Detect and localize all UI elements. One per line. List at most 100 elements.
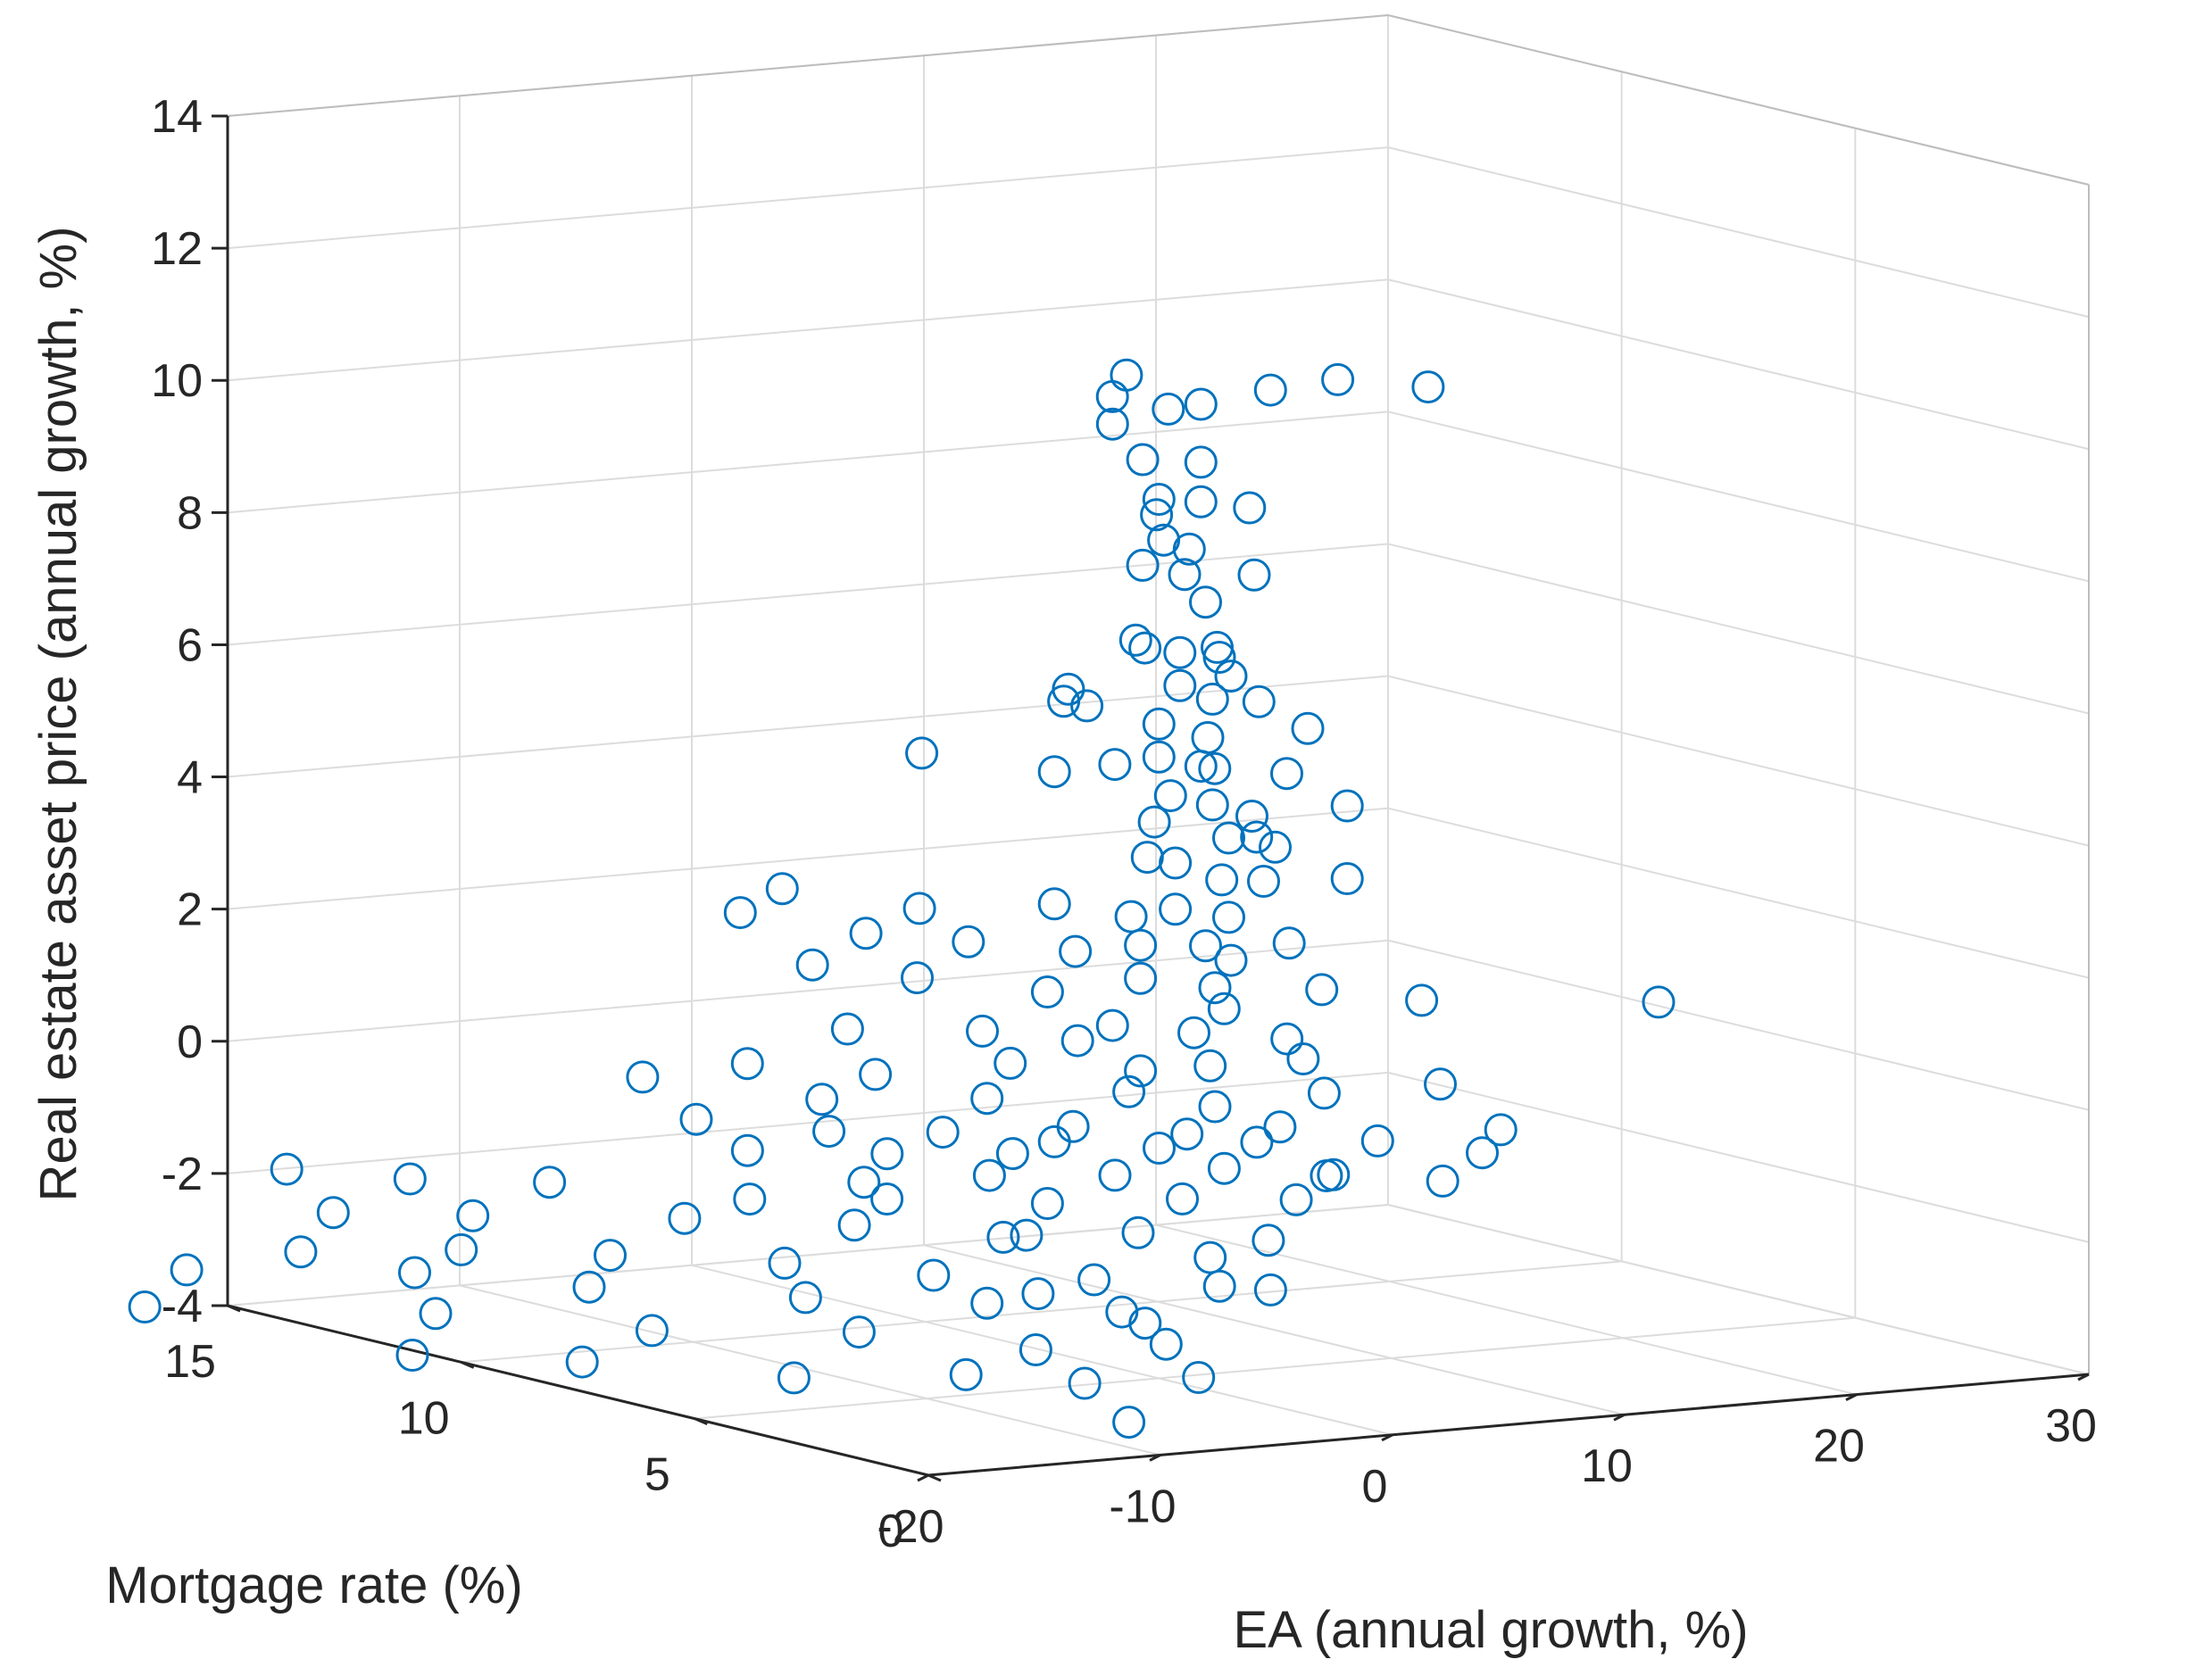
data-point [1247, 865, 1280, 898]
data-point [1214, 943, 1248, 977]
grid-line [1387, 411, 2090, 583]
data-point [842, 1315, 876, 1349]
data-point [1424, 1067, 1457, 1101]
data-point [398, 1256, 431, 1290]
data-point [1128, 631, 1162, 665]
data-point [1118, 623, 1152, 657]
x-tick-label: -10 [1109, 1481, 1176, 1532]
data-point [1279, 1182, 1313, 1216]
grid-line [227, 543, 1389, 646]
data-point [1021, 1277, 1055, 1311]
data-point [419, 1297, 453, 1331]
data-point [1163, 668, 1197, 702]
data-point [1270, 757, 1303, 791]
data-point [995, 1137, 1029, 1171]
z-tick-label: 10 [151, 355, 203, 407]
data-point [1068, 1366, 1102, 1400]
data-point [1426, 1164, 1459, 1198]
axis-layer [212, 14, 2090, 1482]
data-point [949, 1357, 983, 1391]
box-edge [227, 14, 1389, 117]
data-point [1130, 841, 1164, 875]
z-tick-label: 4 [177, 752, 203, 804]
data-point [1253, 373, 1287, 407]
grid-line [1155, 1224, 1858, 1396]
data-point [777, 1361, 811, 1395]
data-point [1360, 1124, 1394, 1157]
data-point [1142, 483, 1176, 516]
data-point [1172, 532, 1206, 566]
grid-line [694, 1316, 1856, 1420]
data-point [1098, 748, 1132, 782]
data-point [1193, 1049, 1227, 1083]
data-point [1112, 1074, 1146, 1108]
x-tick-mark [1845, 1393, 1858, 1401]
data-point [847, 1166, 881, 1199]
grid-line [227, 1204, 1389, 1307]
x-tick-label: 30 [2045, 1400, 2097, 1452]
data-point [668, 1201, 702, 1235]
x-tick-mark [1381, 1433, 1393, 1442]
data-point [970, 1286, 1004, 1320]
x-axis-label: EA (annual growth, %) [1233, 1601, 1748, 1659]
data-point [1170, 1117, 1204, 1151]
data-point [1405, 983, 1439, 1017]
data-point [1195, 788, 1229, 822]
data-point [926, 1116, 960, 1149]
data-points [128, 358, 1676, 1440]
data-point [1466, 1136, 1499, 1170]
data-point [316, 1196, 350, 1230]
data-point [1163, 635, 1197, 669]
data-point [730, 1133, 764, 1167]
grid-line [227, 1071, 1389, 1174]
y-tick-mark [694, 1417, 708, 1426]
data-point [986, 1220, 1020, 1254]
x-tick-label: 10 [1581, 1440, 1633, 1492]
data-point [1252, 1224, 1285, 1257]
data-point [170, 1253, 204, 1287]
data-point [284, 1235, 318, 1269]
data-point [1330, 862, 1364, 895]
data-point [635, 1314, 669, 1348]
data-point [870, 1182, 904, 1216]
data-point [1098, 1158, 1132, 1192]
data-point [830, 1012, 864, 1046]
data-point [1321, 362, 1355, 396]
data-point [1126, 548, 1160, 582]
data-point [1270, 1022, 1304, 1056]
data-point [1166, 1182, 1199, 1216]
data-point [1147, 523, 1181, 557]
grid-line [1387, 146, 2090, 319]
z-tick-label: -4 [162, 1281, 203, 1332]
grid-line [227, 807, 1389, 910]
data-point [1142, 707, 1176, 741]
data-point [723, 896, 757, 930]
data-point [1484, 1113, 1518, 1147]
grid-line [923, 1244, 1626, 1416]
data-point [1291, 711, 1325, 745]
x-tick-label: -20 [877, 1501, 944, 1553]
x-axis-line [927, 1373, 2090, 1477]
data-point [1095, 407, 1129, 441]
data-point [1307, 1076, 1341, 1110]
data-point [905, 736, 939, 770]
data-point [1240, 1125, 1274, 1159]
data-point [805, 1083, 839, 1116]
data-point [1233, 491, 1267, 525]
data-point [1140, 498, 1174, 532]
data-point [1153, 779, 1187, 813]
data-point [456, 1199, 490, 1232]
data-point [1272, 926, 1306, 960]
data-point [1037, 887, 1071, 921]
data-point [1184, 445, 1218, 479]
z-tick-label: 14 [151, 91, 203, 143]
grid-line [227, 278, 1389, 382]
grid-line [1387, 939, 2090, 1111]
y-axis-label: Mortgage rate (%) [105, 1556, 522, 1614]
grid-line [1387, 675, 2090, 847]
data-point [966, 1014, 999, 1048]
z-tick-label: 12 [151, 223, 203, 275]
